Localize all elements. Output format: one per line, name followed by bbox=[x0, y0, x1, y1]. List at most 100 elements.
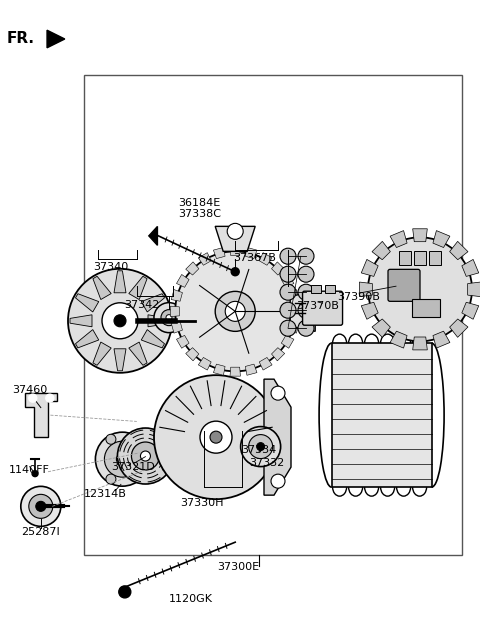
Circle shape bbox=[175, 252, 295, 371]
Circle shape bbox=[368, 237, 472, 342]
Polygon shape bbox=[70, 314, 92, 327]
Bar bbox=[429, 252, 441, 265]
Circle shape bbox=[68, 269, 172, 373]
Polygon shape bbox=[129, 276, 147, 299]
Text: 37332: 37332 bbox=[249, 458, 284, 468]
Polygon shape bbox=[215, 226, 255, 252]
Circle shape bbox=[280, 266, 296, 282]
Polygon shape bbox=[360, 282, 372, 297]
Polygon shape bbox=[272, 348, 285, 361]
Circle shape bbox=[141, 451, 150, 461]
Polygon shape bbox=[413, 337, 427, 350]
Bar bbox=[412, 299, 440, 318]
Polygon shape bbox=[93, 276, 111, 299]
Circle shape bbox=[215, 291, 255, 331]
Circle shape bbox=[280, 284, 296, 300]
Circle shape bbox=[280, 248, 296, 264]
Text: 36184E: 36184E bbox=[178, 198, 220, 208]
Polygon shape bbox=[390, 231, 407, 248]
Polygon shape bbox=[462, 303, 479, 320]
FancyBboxPatch shape bbox=[388, 269, 420, 301]
Circle shape bbox=[257, 443, 264, 450]
Polygon shape bbox=[281, 274, 294, 287]
Polygon shape bbox=[390, 331, 407, 348]
Polygon shape bbox=[93, 342, 111, 365]
Circle shape bbox=[298, 284, 314, 300]
Bar bbox=[311, 285, 321, 293]
Polygon shape bbox=[259, 357, 272, 370]
Polygon shape bbox=[433, 231, 450, 248]
Polygon shape bbox=[198, 357, 211, 370]
Text: FR.: FR. bbox=[6, 31, 34, 47]
Text: 37342: 37342 bbox=[124, 300, 159, 310]
Bar bbox=[84, 75, 462, 555]
Polygon shape bbox=[413, 229, 427, 242]
Polygon shape bbox=[141, 294, 165, 312]
Text: 37367B: 37367B bbox=[233, 253, 276, 263]
Circle shape bbox=[298, 266, 314, 282]
Text: 37460: 37460 bbox=[12, 385, 48, 395]
Circle shape bbox=[32, 470, 38, 477]
Circle shape bbox=[36, 501, 46, 511]
Circle shape bbox=[118, 428, 173, 484]
Polygon shape bbox=[372, 242, 390, 260]
Polygon shape bbox=[290, 291, 315, 331]
Polygon shape bbox=[114, 349, 126, 370]
Circle shape bbox=[227, 223, 243, 240]
Circle shape bbox=[154, 375, 278, 499]
Circle shape bbox=[271, 386, 285, 400]
Circle shape bbox=[298, 320, 314, 337]
Circle shape bbox=[280, 302, 296, 318]
Circle shape bbox=[119, 586, 131, 598]
FancyBboxPatch shape bbox=[302, 291, 343, 325]
Polygon shape bbox=[177, 335, 189, 348]
Circle shape bbox=[231, 268, 239, 276]
Circle shape bbox=[225, 301, 245, 321]
Text: 37300E: 37300E bbox=[217, 562, 260, 572]
Polygon shape bbox=[171, 321, 182, 333]
Polygon shape bbox=[129, 342, 147, 365]
Circle shape bbox=[114, 314, 126, 327]
Bar bbox=[399, 252, 411, 265]
Polygon shape bbox=[177, 274, 189, 287]
Polygon shape bbox=[198, 253, 211, 265]
Circle shape bbox=[240, 426, 281, 467]
Polygon shape bbox=[288, 321, 299, 333]
Circle shape bbox=[105, 441, 140, 477]
Polygon shape bbox=[214, 364, 225, 376]
Circle shape bbox=[154, 303, 184, 333]
Polygon shape bbox=[433, 331, 450, 348]
Circle shape bbox=[106, 474, 116, 484]
Polygon shape bbox=[75, 330, 99, 348]
Polygon shape bbox=[148, 314, 170, 327]
Polygon shape bbox=[214, 247, 225, 259]
Circle shape bbox=[303, 304, 317, 318]
Polygon shape bbox=[186, 348, 199, 361]
Circle shape bbox=[161, 309, 177, 326]
Polygon shape bbox=[281, 335, 294, 348]
Polygon shape bbox=[230, 367, 240, 376]
Circle shape bbox=[117, 453, 129, 465]
Polygon shape bbox=[288, 289, 299, 301]
Text: 25287I: 25287I bbox=[22, 526, 60, 537]
Text: 37338C: 37338C bbox=[178, 209, 221, 219]
Circle shape bbox=[166, 314, 172, 321]
Polygon shape bbox=[114, 271, 126, 292]
Polygon shape bbox=[245, 247, 257, 259]
Circle shape bbox=[106, 434, 116, 444]
Text: 37321D: 37321D bbox=[111, 462, 156, 472]
Polygon shape bbox=[170, 306, 180, 316]
Polygon shape bbox=[186, 262, 199, 275]
Circle shape bbox=[280, 320, 296, 337]
Circle shape bbox=[46, 394, 54, 402]
Polygon shape bbox=[245, 364, 257, 376]
Polygon shape bbox=[25, 393, 57, 437]
Polygon shape bbox=[361, 303, 378, 320]
Circle shape bbox=[29, 494, 53, 518]
Text: 1120GK: 1120GK bbox=[169, 594, 213, 604]
Polygon shape bbox=[272, 262, 285, 275]
Polygon shape bbox=[149, 226, 157, 245]
Circle shape bbox=[200, 421, 232, 453]
Polygon shape bbox=[171, 289, 182, 301]
Polygon shape bbox=[450, 319, 468, 337]
